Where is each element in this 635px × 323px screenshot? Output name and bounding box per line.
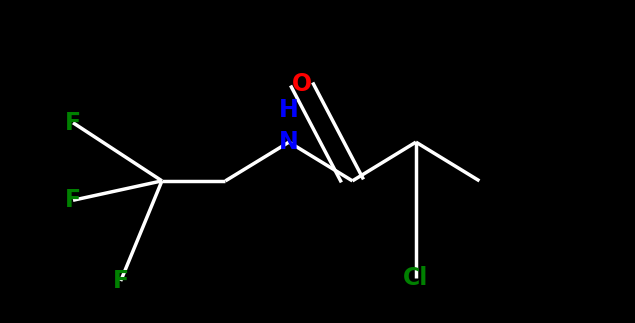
- Text: F: F: [112, 269, 129, 293]
- Text: N: N: [279, 130, 299, 154]
- Text: F: F: [65, 188, 81, 212]
- Text: O: O: [291, 72, 312, 96]
- Text: Cl: Cl: [403, 266, 429, 290]
- Text: H: H: [279, 98, 299, 122]
- Text: F: F: [65, 111, 81, 135]
